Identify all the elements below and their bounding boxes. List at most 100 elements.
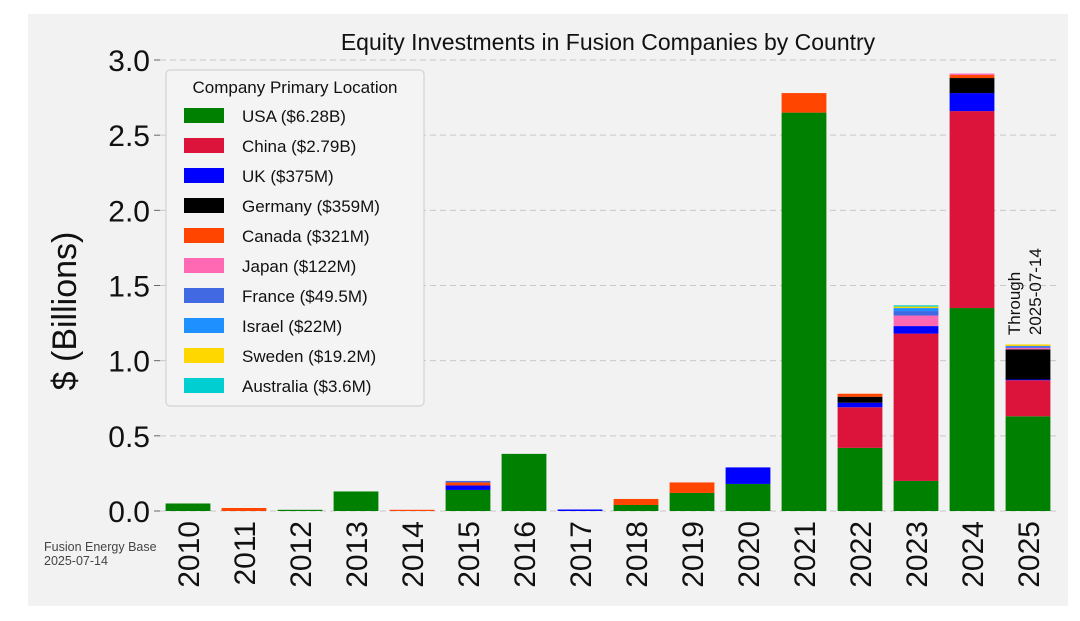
legend-label: China ($2.79B) [242, 137, 356, 156]
legend-label: Australia ($3.6M) [242, 377, 371, 396]
legend-label: Japan ($122M) [242, 257, 356, 276]
bar-segment [165, 503, 211, 511]
legend-swatch [184, 258, 224, 273]
y-axis-label: $ (Billions) [46, 232, 84, 391]
bar-segment [613, 504, 659, 511]
bar-segment [949, 78, 995, 94]
legend: Company Primary Location USA ($6.28B) Chin… [165, 69, 425, 407]
legend-swatch [184, 228, 224, 243]
x-tick-label: 2024 [957, 521, 990, 588]
annotation-text: 2025-07-14 [1026, 248, 1045, 335]
legend-title: Company Primary Location [192, 78, 397, 97]
bar-segment [949, 111, 995, 309]
x-tick-label: 2017 [565, 521, 598, 588]
bar-segment [725, 467, 771, 484]
legend-label: USA ($6.28B) [242, 107, 346, 126]
bar-segment [781, 93, 827, 113]
chart-title: Equity Investments in Fusion Companies b… [341, 29, 876, 55]
y-tick-label: 0.0 [108, 496, 150, 529]
x-tick-label: 2019 [677, 521, 710, 588]
x-tick-label: 2025 [1013, 521, 1046, 588]
bar-segment [389, 509, 435, 511]
bar-segment [893, 308, 939, 312]
y-tick-label: 3.0 [108, 45, 150, 78]
legend-swatch [184, 288, 224, 303]
legend-label: Germany ($359M) [242, 197, 380, 216]
bar-segment [893, 326, 939, 334]
axes: 0.0 0.5 1.0 1.5 2.0 2.5 3.0 2010 2011 2012 2013 201… [108, 45, 1046, 588]
x-tick-label: 2018 [621, 521, 654, 588]
legend-swatch [184, 108, 224, 123]
bar-segment [893, 311, 939, 316]
bar-segment [781, 112, 827, 511]
bar-segment [725, 483, 771, 511]
bar-segment [501, 453, 547, 511]
legend-swatch [184, 318, 224, 333]
stacked-bar-chart: 0.0 0.5 1.0 1.5 2.0 2.5 3.0 2010 2011 2012 2013 201… [44, 29, 1056, 588]
legend-label: Canada ($321M) [242, 227, 370, 246]
bar-segment [445, 480, 491, 483]
bar-segment [445, 482, 491, 486]
bar-segment [837, 407, 883, 448]
x-tick-label: 2011 [229, 521, 262, 586]
bar-segment [277, 509, 323, 511]
y-tick-label: 2.5 [108, 120, 150, 153]
bar-segment [893, 315, 939, 327]
x-tick-label: 2016 [509, 521, 542, 588]
bar-segment [893, 480, 939, 511]
bar-segment [1005, 347, 1051, 350]
legend-label: UK ($375M) [242, 167, 334, 186]
bars [165, 73, 1051, 511]
bar-segment [893, 333, 939, 481]
bar-segment [949, 75, 995, 79]
bar-segment [949, 93, 995, 112]
bar-segment [837, 402, 883, 408]
x-tick-label: 2014 [397, 521, 430, 588]
legend-label: France ($49.5M) [242, 287, 368, 306]
y-tick-label: 1.0 [108, 346, 150, 379]
bar-segment [613, 498, 659, 505]
bar-segment [837, 393, 883, 397]
x-tick-label: 2010 [173, 521, 206, 588]
annotation: Through 2025-07-14 [1005, 248, 1045, 335]
bar-segment [1005, 379, 1051, 381]
legend-swatch [184, 138, 224, 153]
bar-segment [893, 306, 939, 309]
bar-segment [669, 492, 715, 511]
bar-segment [221, 507, 267, 511]
legend-label: Israel ($22M) [242, 317, 342, 336]
bar-segment [949, 308, 995, 511]
bar-segment [669, 482, 715, 493]
legend-swatch [184, 378, 224, 393]
bar-segment [1005, 416, 1051, 511]
bar-segment [1005, 346, 1051, 348]
bar-segment [1005, 380, 1051, 417]
bar-segment [1005, 344, 1051, 346]
y-tick-label: 1.5 [108, 271, 150, 304]
y-tick-label: 2.0 [108, 195, 150, 228]
x-tick-label: 2013 [341, 521, 374, 588]
source-text: Fusion Energy Base [44, 540, 157, 554]
x-tick-label: 2021 [789, 521, 822, 588]
source-text: 2025-07-14 [44, 554, 108, 568]
bar-segment [1005, 349, 1051, 380]
legend-swatch [184, 198, 224, 213]
bar-segment [333, 491, 379, 511]
legend-label: Sweden ($19.2M) [242, 347, 376, 366]
bar-segment [837, 447, 883, 511]
x-tick-label: 2020 [733, 521, 766, 588]
bar-segment [557, 509, 603, 511]
legend-swatch [184, 348, 224, 363]
legend-swatch [184, 168, 224, 183]
x-tick-label: 2015 [453, 521, 486, 588]
legend-box [165, 69, 425, 407]
x-tick-label: 2012 [285, 521, 318, 588]
annotation-text: Through [1005, 272, 1024, 335]
bar-segment [949, 73, 995, 76]
bar-segment [445, 485, 491, 490]
bar-segment [893, 305, 939, 307]
x-tick-label: 2022 [845, 521, 878, 588]
y-tick-label: 0.5 [108, 421, 150, 454]
bar-segment [837, 396, 883, 403]
